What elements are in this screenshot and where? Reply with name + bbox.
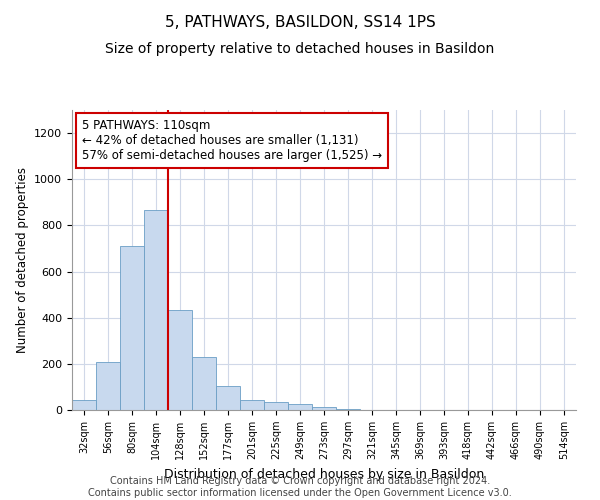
Bar xyxy=(216,386,240,410)
Bar xyxy=(96,362,120,410)
Text: Contains HM Land Registry data © Crown copyright and database right 2024.
Contai: Contains HM Land Registry data © Crown c… xyxy=(88,476,512,498)
Bar xyxy=(336,409,360,410)
Text: 5, PATHWAYS, BASILDON, SS14 1PS: 5, PATHWAYS, BASILDON, SS14 1PS xyxy=(164,15,436,30)
Y-axis label: Number of detached properties: Number of detached properties xyxy=(16,167,29,353)
Bar xyxy=(168,310,192,410)
Text: Size of property relative to detached houses in Basildon: Size of property relative to detached ho… xyxy=(106,42,494,56)
Bar xyxy=(240,400,264,410)
X-axis label: Distribution of detached houses by size in Basildon: Distribution of detached houses by size … xyxy=(164,468,484,480)
Bar xyxy=(120,246,144,410)
Bar xyxy=(72,400,96,410)
Text: 5 PATHWAYS: 110sqm
← 42% of detached houses are smaller (1,131)
57% of semi-deta: 5 PATHWAYS: 110sqm ← 42% of detached hou… xyxy=(82,119,382,162)
Bar xyxy=(144,210,168,410)
Bar xyxy=(288,404,312,410)
Bar xyxy=(312,406,336,410)
Bar xyxy=(264,402,288,410)
Bar xyxy=(192,357,216,410)
